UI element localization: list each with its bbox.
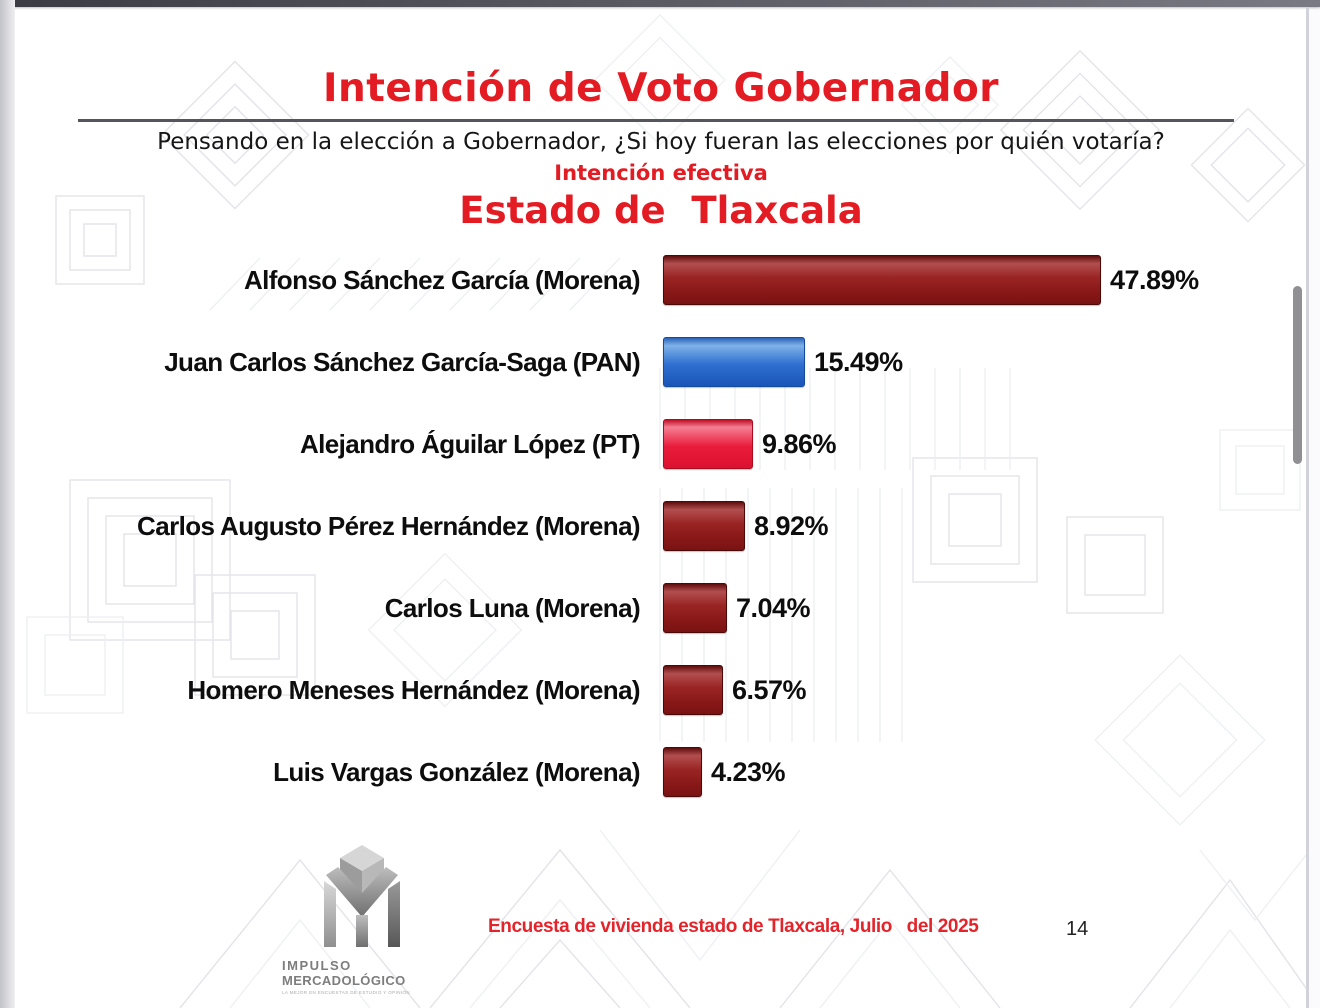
page-left-margin bbox=[0, 0, 15, 1008]
candidate-label: Juan Carlos Sánchez García-Saga (PAN) bbox=[164, 346, 640, 377]
chart-row: Luis Vargas González (Morena) 4.23% bbox=[0, 731, 1320, 813]
survey-question: Pensando en la elección a Gobernador, ¿S… bbox=[157, 129, 1165, 155]
bar-chart: Alfonso Sánchez García (Morena) 47.89% J… bbox=[0, 239, 1320, 813]
bar-wrap: 4.23% bbox=[663, 747, 786, 797]
survey-source-note: Encuesta de vivienda estado de Tlaxcala,… bbox=[488, 916, 979, 937]
bar bbox=[663, 337, 805, 387]
bar bbox=[663, 501, 745, 551]
value-label: 15.49% bbox=[814, 346, 903, 377]
bar bbox=[663, 255, 1101, 305]
bar-wrap: 15.49% bbox=[663, 337, 903, 387]
chart-row: Carlos Augusto Pérez Hernández (Morena) … bbox=[0, 485, 1320, 567]
candidate-label: Alfonso Sánchez García (Morena) bbox=[243, 264, 641, 295]
bar-wrap: 9.86% bbox=[663, 419, 837, 469]
page-right-margin bbox=[1309, 7, 1320, 1008]
candidate-label: Homero Meneses Hernández (Morena) bbox=[187, 674, 640, 705]
chart-row: Alfonso Sánchez García (Morena) 47.89% bbox=[0, 239, 1320, 321]
candidate-label: Carlos Augusto Pérez Hernández (Morena) bbox=[137, 510, 641, 541]
candidate-label: Alejandro Águilar López (PT) bbox=[300, 428, 641, 459]
value-label: 8.92% bbox=[754, 510, 829, 541]
chart-row: Juan Carlos Sánchez García-Saga (PAN) 15… bbox=[0, 321, 1320, 403]
slide-title: Intención de Voto Gobernador bbox=[323, 66, 999, 111]
value-label: 6.57% bbox=[732, 674, 807, 705]
scrollbar-thumb[interactable] bbox=[1293, 286, 1302, 464]
window-top-edge bbox=[13, 0, 1320, 7]
bar bbox=[663, 747, 702, 797]
chart-row: Homero Meneses Hernández (Morena) 6.57% bbox=[0, 649, 1320, 731]
bar-wrap: 7.04% bbox=[663, 583, 811, 633]
logo-text-line1: IMPULSO bbox=[282, 958, 352, 973]
bar bbox=[663, 665, 723, 715]
bar bbox=[663, 583, 727, 633]
company-logo: IMPULSO MERCADOLÓGICO LA MEJOR EN ENCUES… bbox=[282, 843, 452, 995]
page-number: 14 bbox=[1066, 918, 1089, 940]
impulso-mercadologico-monogram-icon bbox=[324, 845, 400, 947]
chart-subtitle: Intención efectiva bbox=[554, 161, 768, 185]
chart-row: Alejandro Águilar López (PT) 9.86% bbox=[0, 403, 1320, 485]
title-underline-rule bbox=[78, 119, 1234, 122]
value-label: 4.23% bbox=[711, 756, 786, 787]
candidate-label: Carlos Luna (Morena) bbox=[384, 592, 641, 623]
logo-tagline: LA MEJOR EN ENCUESTAS DE ESTUDIO Y OPINI… bbox=[282, 990, 411, 995]
logo-text-line2: MERCADOLÓGICO bbox=[282, 973, 406, 988]
chart-region-title: Estado de Tlaxcala bbox=[459, 189, 863, 232]
chart-row: Carlos Luna (Morena) 7.04% bbox=[0, 567, 1320, 649]
bar bbox=[663, 419, 753, 469]
value-label: 7.04% bbox=[736, 592, 811, 623]
value-label: 47.89% bbox=[1110, 264, 1199, 295]
bar-wrap: 8.92% bbox=[663, 501, 829, 551]
bar-wrap: 47.89% bbox=[663, 255, 1199, 305]
page-right-edge bbox=[1306, 7, 1309, 1008]
value-label: 9.86% bbox=[762, 428, 837, 459]
bar-wrap: 6.57% bbox=[663, 665, 807, 715]
candidate-label: Luis Vargas González (Morena) bbox=[273, 756, 641, 787]
